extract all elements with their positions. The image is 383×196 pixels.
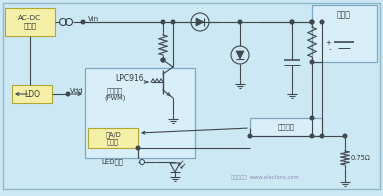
Circle shape <box>171 20 175 24</box>
Circle shape <box>310 134 314 138</box>
FancyBboxPatch shape <box>250 118 322 136</box>
Text: 电池包: 电池包 <box>337 11 351 19</box>
Circle shape <box>161 58 165 62</box>
Text: AC-DC
适配器: AC-DC 适配器 <box>18 15 42 29</box>
Circle shape <box>310 20 314 24</box>
Text: 电子发烧友  www.elecfans.com: 电子发烧友 www.elecfans.com <box>231 175 299 181</box>
Text: LED控制: LED控制 <box>101 159 123 165</box>
Text: LPC916: LPC916 <box>116 74 144 83</box>
FancyBboxPatch shape <box>88 128 138 148</box>
Text: 脉冲控制
(PWM): 脉冲控制 (PWM) <box>104 87 126 101</box>
FancyBboxPatch shape <box>3 3 380 189</box>
FancyBboxPatch shape <box>12 85 52 103</box>
Circle shape <box>161 20 165 24</box>
Circle shape <box>320 134 324 138</box>
Circle shape <box>320 20 324 24</box>
Circle shape <box>81 20 85 24</box>
Circle shape <box>248 134 252 138</box>
Polygon shape <box>236 51 244 59</box>
Circle shape <box>343 134 347 138</box>
Text: 双A/D
转换器: 双A/D 转换器 <box>105 131 121 145</box>
Text: -: - <box>329 46 331 52</box>
Text: 0.75Ω: 0.75Ω <box>351 155 371 161</box>
Text: Vdd: Vdd <box>70 88 83 94</box>
Circle shape <box>310 20 314 24</box>
Text: Vin: Vin <box>88 16 99 22</box>
Circle shape <box>310 116 314 120</box>
Text: LDO: LDO <box>24 90 40 99</box>
FancyBboxPatch shape <box>312 5 377 62</box>
Circle shape <box>310 60 314 64</box>
FancyBboxPatch shape <box>85 68 195 158</box>
Circle shape <box>290 20 294 24</box>
Circle shape <box>66 92 70 96</box>
Circle shape <box>161 58 165 62</box>
Text: 电流检测: 电流检测 <box>278 124 295 130</box>
Circle shape <box>290 20 294 24</box>
Circle shape <box>136 146 140 150</box>
Text: +: + <box>325 40 331 46</box>
FancyBboxPatch shape <box>5 8 55 36</box>
Circle shape <box>238 20 242 24</box>
Polygon shape <box>196 18 204 26</box>
